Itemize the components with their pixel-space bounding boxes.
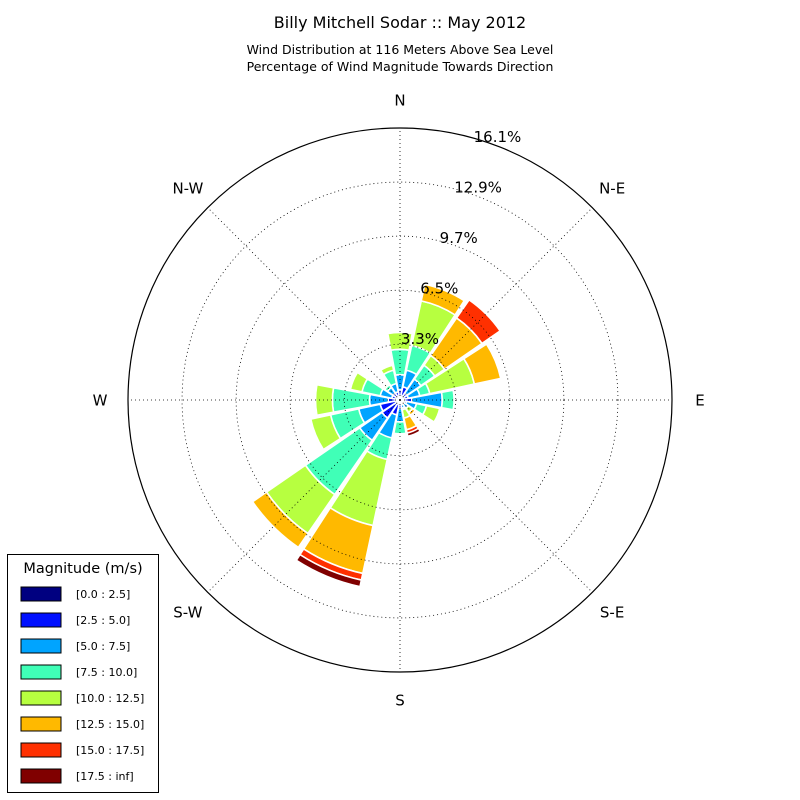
bar-sector-13-bin-4	[349, 371, 369, 393]
legend-label-1: [2.5 : 5.0]	[76, 614, 130, 627]
direction-label-6: W	[93, 392, 108, 410]
grid-spoke-3	[399, 399, 593, 593]
legend-title: Magnitude (m/s)	[23, 561, 142, 577]
radial-tick-label-2: 9.7%	[440, 229, 478, 247]
direction-label-0: N	[394, 92, 405, 110]
direction-label-7: N-W	[172, 179, 203, 197]
legend-swatch-6	[20, 742, 62, 758]
legend-label-6: [15.0 : 17.5]	[76, 744, 144, 757]
legend-label-2: [5.0 : 7.5]	[76, 640, 130, 653]
legend-swatch-1	[20, 612, 62, 628]
legend-label-7: [17.5 : inf]	[76, 770, 134, 783]
direction-labels: N N-E E S-E S S-W W N-W	[93, 92, 705, 710]
bar-sector-0-bin-4	[386, 331, 414, 352]
chart-title: Billy Mitchell Sodar :: May 2012	[274, 13, 526, 32]
grid-circle-0	[343, 343, 457, 457]
legend-items: [0.0 : 2.5] [2.5 : 5.0] [5.0 : 7.5] [7.5 : …	[20, 586, 144, 784]
bar-sector-15-bin-4	[379, 364, 395, 376]
radial-tick-label-3: 12.9%	[454, 179, 502, 197]
legend-swatch-3	[20, 664, 62, 680]
bar-sector-12-bin-4	[314, 383, 335, 417]
direction-label-1: N-E	[599, 179, 625, 197]
bar-sector-4-bin-3	[440, 389, 455, 411]
bar-sector-9-bin-7	[295, 553, 363, 588]
bar-sector-2-bin-6	[455, 298, 502, 345]
radial-tick-labels: 3.3% 6.5% 9.7% 12.9% 16.1%	[401, 128, 521, 348]
polar-frame-circle	[127, 127, 673, 673]
grid-circle-3	[181, 181, 619, 619]
grid-circle-2	[235, 235, 565, 565]
chart-subtitle-line-2: Percentage of Wind Magnitude Towards Dir…	[247, 59, 554, 74]
wind-rose-bars	[251, 283, 502, 588]
direction-label-2: E	[695, 392, 704, 410]
polar-plot-area: 3.3% 6.5% 9.7% 12.9% 16.1% N N-E E S-E S S-W W N-W	[93, 92, 705, 710]
legend: Magnitude (m/s) [0.0 : 2.5] [2.5 : 5.0] [5…	[7, 554, 159, 793]
legend-swatch-4	[20, 690, 62, 706]
direction-label-5: S-W	[173, 604, 202, 622]
chart-subtitle-line-1: Wind Distribution at 116 Meters Above Se…	[247, 42, 554, 57]
grid-spoke-7	[207, 207, 401, 401]
radial-tick-label-1: 6.5%	[420, 279, 458, 297]
grid-circle-1	[289, 289, 511, 511]
legend-swatch-5	[20, 716, 62, 732]
bar-sector-10-bin-5	[251, 490, 310, 549]
legend-swatch-0	[20, 586, 62, 602]
bar-sector-1-bin-5	[420, 283, 466, 316]
direction-label-4: S	[395, 692, 405, 710]
legend-label-4: [10.0 : 12.5]	[76, 692, 144, 705]
legend-swatch-7	[20, 768, 62, 784]
bar-sector-3-bin-5	[462, 342, 502, 386]
bar-sector-11-bin-4	[309, 413, 342, 451]
legend-label-5: [12.5 : 15.0]	[76, 718, 144, 731]
direction-label-3: S-E	[600, 604, 624, 622]
bar-sector-7-bin-7	[406, 427, 422, 438]
radial-tick-label-4: 16.1%	[474, 128, 522, 146]
legend-label-0: [0.0 : 2.5]	[76, 588, 130, 601]
legend-label-3: [7.5 : 10.0]	[76, 666, 137, 679]
grid-spoke-5	[207, 399, 401, 593]
legend-swatch-2	[20, 638, 62, 654]
grid-spoke-1	[399, 207, 593, 401]
polar-grid	[128, 128, 672, 672]
radial-tick-label-0: 3.3%	[401, 330, 439, 348]
bar-sector-5-bin-4	[421, 404, 441, 424]
